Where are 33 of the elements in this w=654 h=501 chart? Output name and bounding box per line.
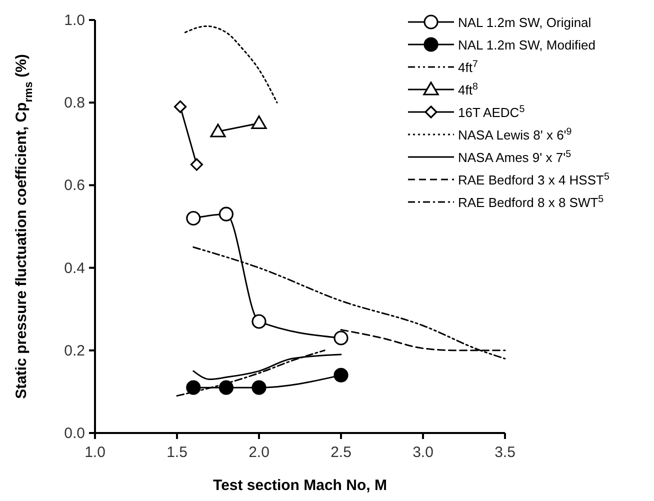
y-tick-label: 1.0 xyxy=(64,12,85,29)
legend-label: NAL 1.2m SW, Modified xyxy=(458,38,596,52)
point xyxy=(186,380,201,395)
point xyxy=(252,314,266,329)
x-tick-label: 3.0 xyxy=(412,444,434,461)
legend-label: RAE Bedford 8 x 8 SWT$^{5}$ xyxy=(458,194,604,210)
point xyxy=(186,210,201,226)
point xyxy=(174,100,187,114)
y-tick-label: 0.2 xyxy=(64,342,85,360)
legend-label: NAL 1.2m SW, Original xyxy=(458,15,592,30)
legend-label: 4ft$^{7}$ xyxy=(458,58,478,75)
point xyxy=(334,368,348,382)
point xyxy=(252,380,266,395)
legend-label: 16T AEDC$^{5}$ xyxy=(458,104,526,120)
line-series xyxy=(184,25,278,104)
y-tick-label: 0.6 xyxy=(64,177,85,194)
x-tick-label: 3.5 xyxy=(494,444,516,461)
point xyxy=(218,380,234,395)
x-tick-label: 1.0 xyxy=(84,444,106,461)
y-tick-label: 0.0 xyxy=(64,425,85,442)
legend-label: NASA Lewis 8' x 6'$^{9}$ xyxy=(458,126,572,142)
point xyxy=(218,206,234,222)
x-tick-label: 1.5 xyxy=(166,444,188,461)
point xyxy=(190,158,203,171)
y-tick-label: 0.8 xyxy=(64,94,85,112)
legend-label: RAE Bedford 3 x 4 HSST$^{5}$ xyxy=(458,171,610,188)
x-tick-label: 2.5 xyxy=(330,444,352,461)
legend-label: 4ft$^{8}$ xyxy=(458,81,478,98)
x-tick-label: 2.0 xyxy=(248,444,270,461)
point xyxy=(334,330,348,346)
x-axis-title: Test section Mach No, M xyxy=(213,477,387,494)
legend-label: NASA Ames 9' x 7'$^{5}$ xyxy=(458,148,572,165)
y-tick-label: 0.4 xyxy=(64,260,85,277)
